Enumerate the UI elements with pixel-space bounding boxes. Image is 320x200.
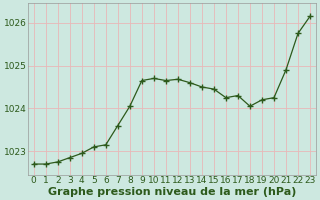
X-axis label: Graphe pression niveau de la mer (hPa): Graphe pression niveau de la mer (hPa) [48,187,296,197]
